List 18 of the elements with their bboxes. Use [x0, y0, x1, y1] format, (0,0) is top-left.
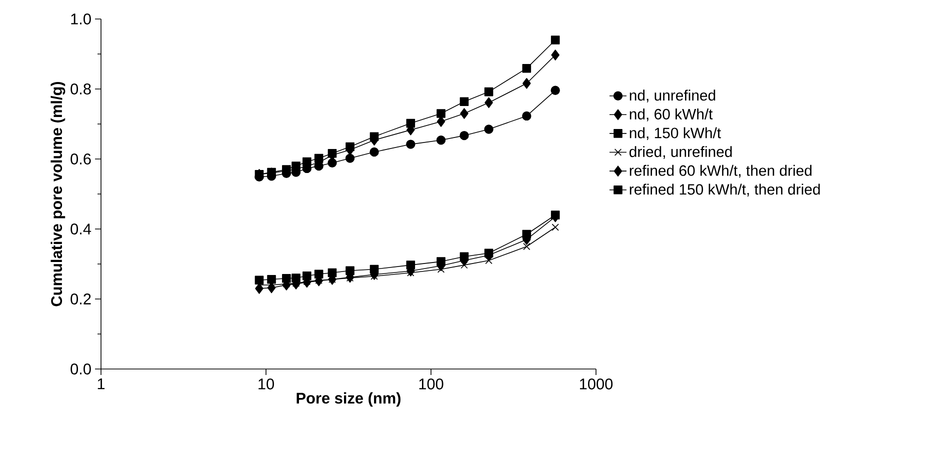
legend-label: refined 60 kWh/t, then dried [630, 164, 812, 178]
x-axis-title: Pore size (nm) [296, 392, 400, 407]
y-tick-label: 0.8 [70, 84, 91, 94]
y-tick-label: 1.0 [71, 14, 91, 24]
legend-label: refined 150 kWh/t, then dried [630, 184, 820, 196]
y-tick-label: 0.6 [70, 154, 91, 164]
y-tick-label: 0.4 [70, 224, 92, 234]
x-tick-label: 1 [98, 378, 105, 390]
legend-label: nd, 60 kWh/t [630, 108, 713, 122]
legend-label: dried, unrefined [630, 146, 732, 159]
legend-label: nd, unrefined [630, 90, 716, 102]
y-tick-label: 0.0 [70, 364, 91, 374]
y-tick-label: 0.2 [70, 294, 91, 304]
legend-label: nd, 150 kWh/t [630, 127, 721, 140]
x-tick-label: 100 [419, 378, 444, 390]
y-axis-title: Cumulative pore volume (ml/g) [50, 82, 66, 306]
x-tick-label: 1000 [580, 378, 613, 390]
x-tick-label: 10 [258, 378, 274, 390]
